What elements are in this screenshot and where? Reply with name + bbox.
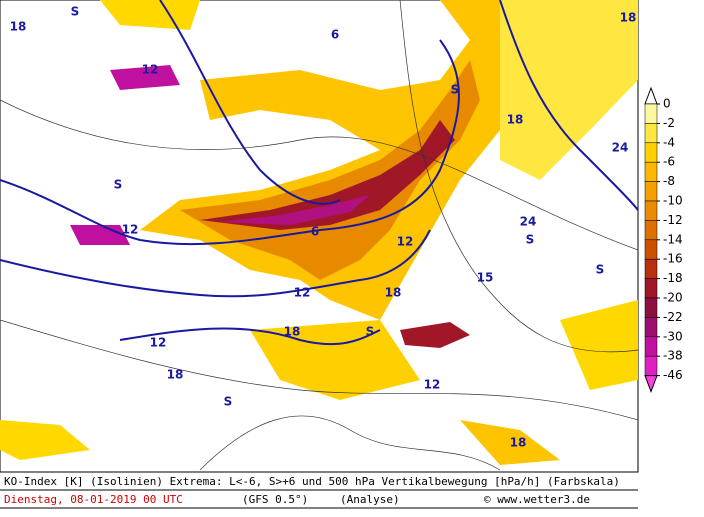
colorbar-band xyxy=(644,181,658,202)
isoline xyxy=(0,99,639,251)
colorbar-band xyxy=(644,317,658,338)
colorbar-band xyxy=(644,297,658,318)
colorbar-band xyxy=(644,200,658,221)
colorbar-label: -8 xyxy=(663,174,675,188)
colorbar-band xyxy=(644,355,658,376)
footer-model: (GFS 0.5°) xyxy=(242,493,308,506)
colorbar-band xyxy=(644,142,658,163)
footer-credit: © www.wetter3.de xyxy=(484,493,590,506)
map-label: 12 xyxy=(150,336,167,350)
map-label: 18 xyxy=(620,11,637,25)
map-label: S xyxy=(526,233,535,247)
map-label: 18 xyxy=(167,368,184,382)
map-label: 15 xyxy=(477,271,494,285)
isoline xyxy=(399,0,639,353)
isoline xyxy=(119,327,381,346)
colorbar-label: -20 xyxy=(663,291,683,305)
colorbar-band xyxy=(644,220,658,241)
colorbar-band xyxy=(644,258,658,279)
map-label: 18 xyxy=(507,113,524,127)
map-label: S xyxy=(114,178,123,192)
shade xyxy=(560,300,638,390)
map-label: 24 xyxy=(520,215,537,229)
map-label: 12 xyxy=(294,286,311,300)
isoline xyxy=(199,415,501,471)
isoline xyxy=(499,0,639,211)
colorbar-label: -16 xyxy=(663,252,683,266)
colorbar-label: -14 xyxy=(663,232,683,246)
isoline xyxy=(0,319,639,421)
colorbar-label: -18 xyxy=(663,271,683,285)
isoline xyxy=(159,0,341,205)
shade xyxy=(460,420,560,465)
footer-description: KO-Index [K] (Isolinien) Extrema: L<-6, … xyxy=(4,475,620,488)
colorbar-label: -30 xyxy=(663,329,683,343)
colorbar-label: 0 xyxy=(663,97,671,111)
map-label: S xyxy=(224,395,233,409)
map-label: S xyxy=(451,83,460,97)
map-label: S xyxy=(596,263,605,277)
colorbar-band xyxy=(644,239,658,260)
footer-date: Dienstag, 08-01-2019 00 UTC xyxy=(4,493,183,506)
shade xyxy=(400,322,470,348)
colorbar-label: -46 xyxy=(663,368,683,382)
colorbar-label: -2 xyxy=(663,116,675,130)
colorbar-band xyxy=(644,336,658,357)
map-label: 12 xyxy=(397,235,414,249)
colorbar-band xyxy=(644,103,658,124)
colorbar-bottom xyxy=(644,375,658,394)
colorbar-label: -4 xyxy=(663,135,675,149)
map-label: 18 xyxy=(385,286,402,300)
thin-isolines xyxy=(0,0,639,471)
colorbar-label: -6 xyxy=(663,155,675,169)
footer-run: (Analyse) xyxy=(340,493,400,506)
map-label: 12 xyxy=(122,223,139,237)
map-label: 18 xyxy=(284,325,301,339)
shade xyxy=(70,225,130,245)
map-label: S xyxy=(366,325,375,339)
colorbar-label: -38 xyxy=(663,349,683,363)
map-label: 24 xyxy=(612,141,629,155)
map-label: 18 xyxy=(10,20,27,34)
colorbar-band xyxy=(644,278,658,299)
map-label: S xyxy=(71,5,80,19)
isoline xyxy=(0,229,431,298)
isolines xyxy=(0,0,639,346)
shade xyxy=(220,195,370,225)
colorbar: 0 -2 -4 -6 -8 -10 -12 -14 -16 -18 -20 -22 -30 -38 -46 xyxy=(644,86,683,394)
shade xyxy=(500,0,638,180)
colorbar-label: -12 xyxy=(663,213,683,227)
map-label: 6 xyxy=(331,28,339,42)
map-label: 12 xyxy=(424,378,441,392)
isoline xyxy=(0,39,460,246)
colorbar-band xyxy=(644,161,658,182)
shade xyxy=(110,65,180,90)
shade xyxy=(0,420,90,460)
map-label: 18 xyxy=(510,436,527,450)
colorbar-label: -22 xyxy=(663,310,683,324)
shade xyxy=(250,320,420,400)
colorbar-top xyxy=(644,86,658,105)
colorbar-band xyxy=(644,123,658,144)
colorbar-label: -10 xyxy=(663,194,683,208)
map-label: 6 xyxy=(311,225,319,239)
map-label: 12 xyxy=(142,63,159,77)
